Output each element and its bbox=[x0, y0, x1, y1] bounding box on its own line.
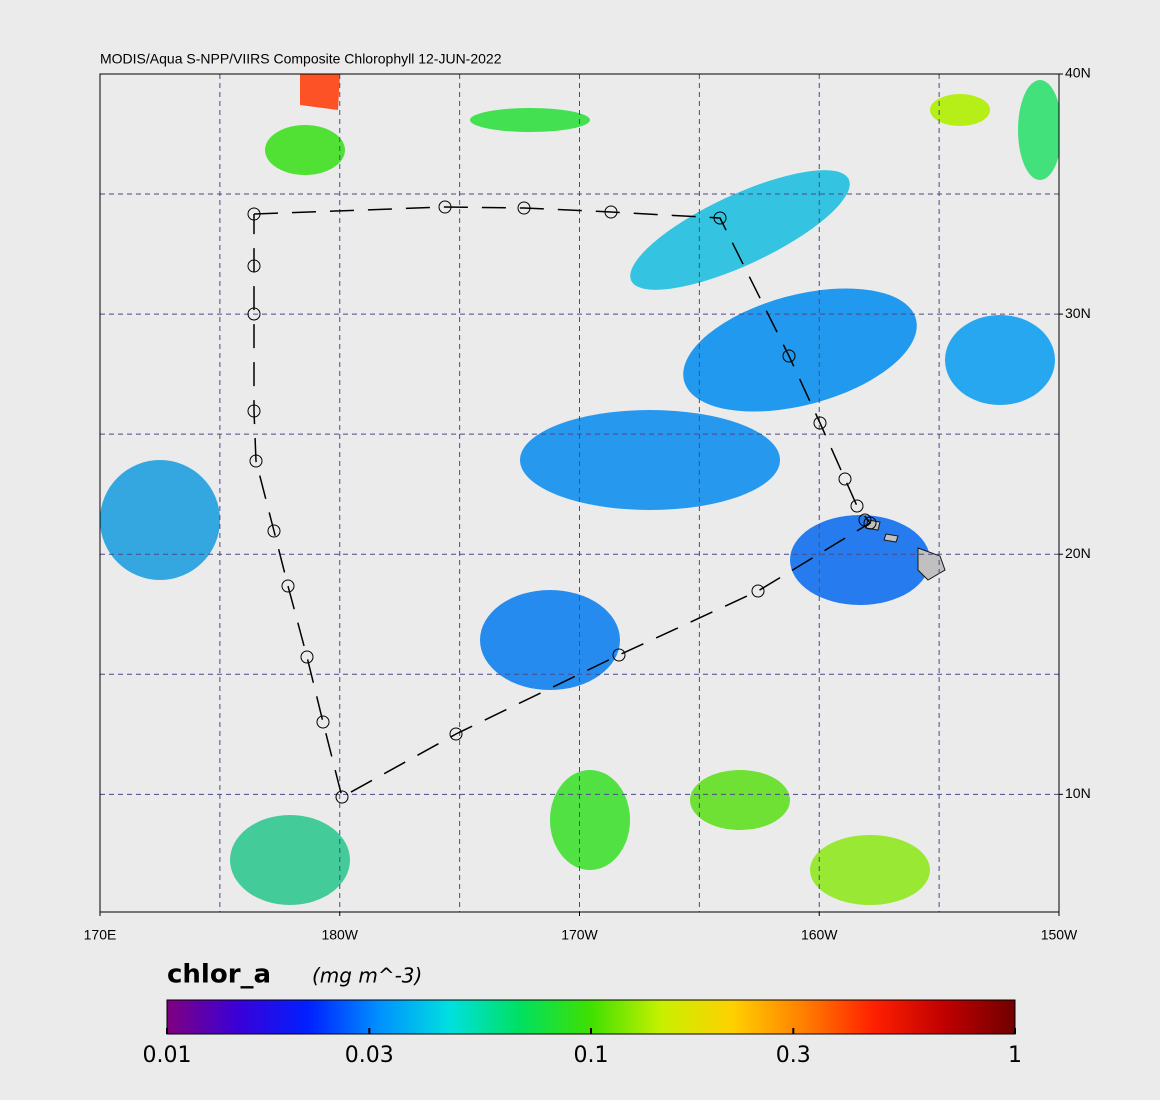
map-title: MODIS/Aqua S-NPP/VIIRS Composite Chlorop… bbox=[100, 51, 502, 67]
track-stations bbox=[247, 200, 877, 804]
y-tick-label: 10N bbox=[1065, 785, 1091, 801]
colorbar-tick-label: 0.03 bbox=[345, 1043, 394, 1068]
chlorophyll-patch bbox=[300, 74, 340, 110]
chlorophyll-patch bbox=[100, 460, 220, 580]
colorbar-tick-label: 0.3 bbox=[776, 1043, 811, 1068]
colorbar-tick-label: 0.1 bbox=[574, 1043, 609, 1068]
chlorophyll-field bbox=[100, 74, 1059, 905]
x-tick-label: 180W bbox=[321, 927, 358, 943]
chlorophyll-patch bbox=[480, 590, 620, 690]
chlorophyll-patch bbox=[470, 108, 590, 132]
chlorophyll-patch bbox=[930, 94, 990, 126]
chlorophyll-patch bbox=[810, 835, 930, 905]
chlorophyll-patch bbox=[690, 770, 790, 830]
colorbar-units: (mg m^-3) bbox=[312, 964, 422, 988]
chlorophyll-patch bbox=[520, 410, 780, 510]
x-tick-label: 170E bbox=[84, 927, 117, 943]
y-tick-label: 40N bbox=[1065, 65, 1091, 81]
island bbox=[917, 547, 946, 581]
y-tick-label: 20N bbox=[1065, 545, 1091, 561]
colorbar-tick-label: 1 bbox=[1008, 1043, 1022, 1068]
chlorophyll-patch bbox=[683, 288, 917, 412]
chlorophyll-patch bbox=[265, 125, 345, 175]
chlorophyll-patch bbox=[1018, 80, 1059, 180]
x-tick-label: 150W bbox=[1041, 927, 1078, 943]
chlorophyll-patch bbox=[550, 770, 630, 870]
y-tick-label: 30N bbox=[1065, 305, 1091, 321]
chlorophyll-patch bbox=[630, 170, 850, 290]
graticule bbox=[100, 74, 1059, 912]
chlorophyll-patch bbox=[230, 815, 350, 905]
cruise-track bbox=[253, 206, 872, 799]
x-tick-label: 160W bbox=[801, 927, 838, 943]
colorbar-tick-label: 0.01 bbox=[143, 1043, 192, 1068]
x-tick-label: 170W bbox=[561, 927, 598, 943]
colorbar-label: chlor_a bbox=[167, 960, 271, 990]
chlorophyll-patch bbox=[945, 315, 1055, 405]
